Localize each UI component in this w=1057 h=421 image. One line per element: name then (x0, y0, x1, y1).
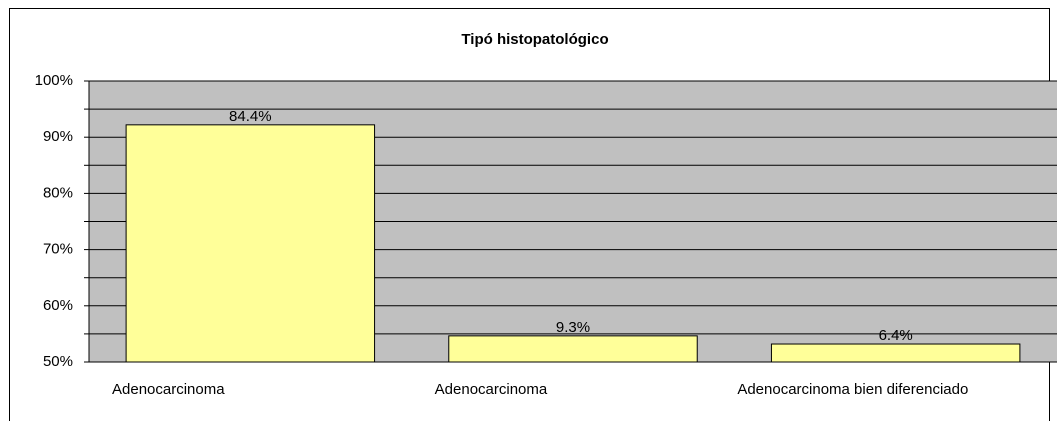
bar (448, 335, 698, 363)
y-tick-label: 80% (43, 184, 73, 201)
y-tick-label: 70% (43, 241, 73, 258)
y-tick-label: 50% (43, 353, 73, 370)
y-tick-label: 100% (35, 72, 73, 89)
x-tick-label: Adenocarcinoma (435, 381, 548, 398)
data-label: 9.3% (556, 319, 590, 336)
chart-title: Tipó histopatológico (461, 31, 608, 48)
bar (125, 124, 376, 363)
data-label: 84.4% (229, 108, 272, 125)
y-tick-label: 90% (43, 128, 73, 145)
x-tick-label: Adenocarcinoma (112, 381, 225, 398)
bar (770, 343, 1021, 363)
y-tick-label: 60% (43, 297, 73, 314)
data-label: 6.4% (879, 327, 913, 344)
x-tick-label: Adenocarcinoma bien diferenciado (737, 381, 968, 398)
